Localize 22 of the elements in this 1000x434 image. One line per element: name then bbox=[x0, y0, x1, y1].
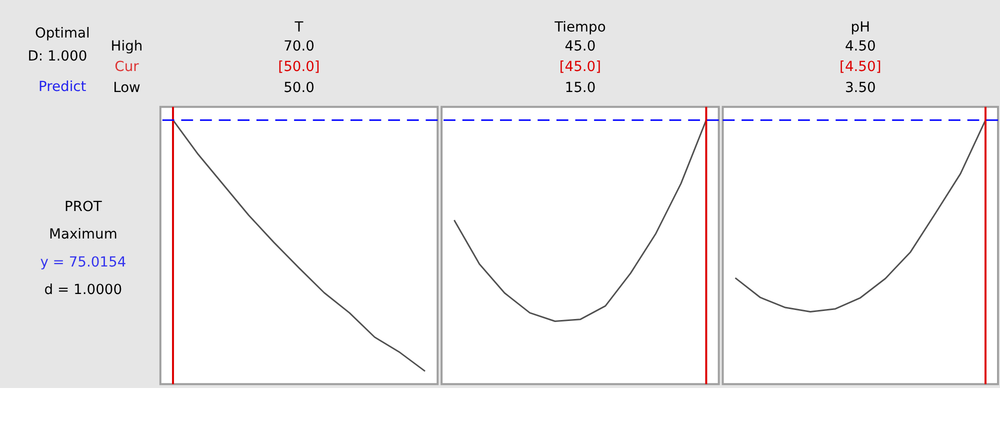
text: [50.0] bbox=[278, 59, 320, 76]
text: d = 1.0000 bbox=[44, 282, 122, 298]
text: [4.50] bbox=[840, 59, 882, 76]
text: PROT bbox=[64, 198, 102, 215]
text: High bbox=[110, 38, 143, 54]
text: Maximum bbox=[49, 226, 118, 243]
text: Low bbox=[113, 80, 140, 96]
text: 3.50 bbox=[844, 80, 876, 96]
text: y = 75.0154 bbox=[40, 254, 126, 270]
chart-title: Tiempo bbox=[554, 20, 606, 36]
text: Cur bbox=[114, 59, 140, 76]
text: Optimal bbox=[34, 26, 90, 42]
text: 4.50 bbox=[844, 38, 876, 54]
text: 15.0 bbox=[564, 80, 596, 96]
text: Predict bbox=[38, 79, 87, 96]
text: [45.0] bbox=[559, 59, 602, 76]
text: 70.0 bbox=[284, 38, 314, 54]
text: D: 1.000 bbox=[28, 48, 88, 64]
chart-title: T bbox=[294, 20, 304, 36]
chart-title: pH bbox=[850, 20, 870, 36]
text: 50.0 bbox=[284, 80, 314, 96]
text: 45.0 bbox=[564, 38, 596, 54]
